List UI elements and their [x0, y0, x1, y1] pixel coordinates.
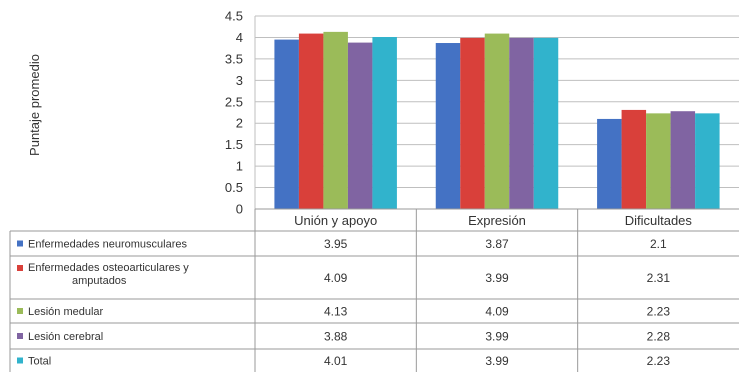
bar — [460, 37, 485, 209]
bar — [695, 113, 720, 209]
data-table: Unión y apoyo Expresión Dificultades Enferm… — [9, 208, 739, 372]
bar — [347, 42, 373, 209]
legend-key — [17, 240, 23, 247]
legend-key — [17, 308, 23, 314]
value-label: 2.1 — [650, 237, 667, 251]
bar — [435, 43, 461, 209]
bar — [597, 118, 622, 209]
y-tick-labels: 0 0.5 1 1.5 2 2.5 3 3.5 4 4.5 — [225, 9, 243, 217]
y-tick-label: 2 — [236, 116, 243, 131]
y-tick-label: 3.5 — [225, 51, 243, 66]
bar — [323, 31, 348, 209]
series-label: Enfermedades neuromusculares — [28, 239, 187, 251]
series-label: Lesión medular — [28, 306, 104, 318]
legend-key — [17, 357, 23, 364]
bar — [298, 33, 324, 210]
series-label: Total — [28, 356, 51, 368]
y-tick-label: 0.5 — [225, 180, 243, 195]
legend-key — [17, 333, 23, 339]
y-tick-label: 4.5 — [225, 9, 243, 24]
value-label: 2.31 — [647, 271, 671, 285]
y-tick-label: 0 — [236, 202, 243, 217]
y-tick-label: 1 — [236, 159, 243, 174]
y-tick-label: 1.5 — [225, 137, 243, 152]
value-label: 3.99 — [485, 354, 509, 368]
y-tick-label: 4 — [236, 30, 243, 45]
value-label: 3.88 — [324, 330, 348, 344]
bar — [372, 37, 397, 209]
bars — [274, 31, 720, 210]
value-label: 4.09 — [324, 271, 348, 285]
value-label: 4.09 — [485, 305, 509, 319]
bar — [484, 33, 510, 210]
category-label: Dificultades — [625, 213, 693, 228]
series-label: Lesión cerebral — [28, 331, 103, 343]
value-label: 2.23 — [647, 354, 671, 368]
bar — [621, 109, 647, 209]
value-label: 2.28 — [647, 330, 671, 344]
value-label: 2.23 — [647, 305, 671, 319]
value-label: 3.99 — [485, 271, 509, 285]
bar — [533, 37, 559, 209]
value-label: 3.99 — [485, 330, 509, 344]
bar — [274, 39, 299, 209]
value-label: 4.01 — [324, 354, 348, 368]
bar — [670, 111, 696, 209]
y-tick-label: 2.5 — [225, 94, 243, 109]
category-label: Expresión — [468, 213, 526, 228]
series-label: Enfermedades osteoarticulares y — [28, 262, 189, 274]
value-label: 4.13 — [324, 305, 348, 319]
y-axis-label: Puntaje promedio — [27, 54, 42, 156]
bar — [646, 113, 671, 209]
series-label: amputados — [72, 275, 127, 287]
bar — [509, 37, 534, 209]
legend-key — [17, 265, 23, 271]
value-label: 3.95 — [324, 237, 348, 251]
value-label: 3.87 — [485, 237, 509, 251]
category-label: Unión y apoyo — [294, 213, 377, 228]
y-tick-label: 3 — [236, 73, 243, 88]
